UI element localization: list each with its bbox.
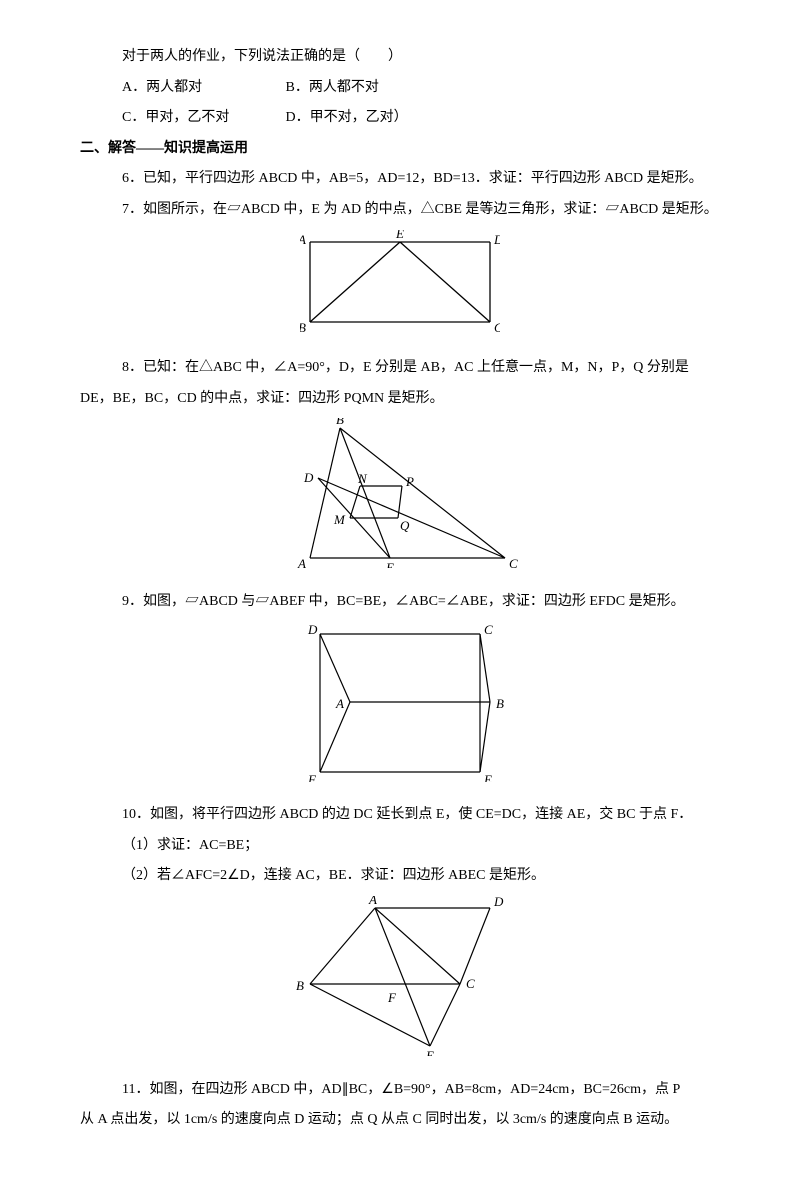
question-10-part2: （2）若∠AFC=2∠D，连接 AC，BE．求证：四边形 ABEC 是矩形。 (80, 863, 720, 890)
svg-text:D: D (307, 622, 318, 637)
svg-text:Q: Q (400, 518, 410, 533)
figure-8: B A C D E N P M Q (80, 418, 720, 579)
question-9: 9．如图，▱ABCD 与▱ABEF 中，BC=BE，∠ABC=∠ABE，求证：四… (80, 589, 720, 616)
question-11-line2: 从 A 点出发，以 1cm/s 的速度向点 D 运动；点 Q 从点 C 同时出发… (80, 1107, 720, 1134)
svg-text:E: E (385, 560, 394, 568)
figure-10: A D B C F E (80, 896, 720, 1067)
svg-text:F: F (307, 772, 317, 782)
svg-text:D: D (493, 896, 504, 909)
svg-text:E: E (395, 230, 404, 241)
svg-text:B: B (296, 978, 304, 993)
svg-text:E: E (483, 772, 492, 782)
svg-text:B: B (336, 418, 344, 427)
options-row-2: C．甲对，乙不对 D．甲不对，乙对） (80, 105, 720, 132)
svg-text:B: B (300, 320, 306, 335)
option-c: C．甲对，乙不对 (122, 105, 282, 132)
svg-text:D: D (303, 470, 314, 485)
svg-text:E: E (425, 1048, 434, 1056)
svg-text:C: C (509, 556, 518, 568)
svg-text:N: N (357, 471, 368, 486)
option-d: D．甲不对，乙对） (286, 105, 408, 132)
question-10: 10．如图，将平行四边形 ABCD 的边 DC 延长到点 E，使 CE=DC，连… (80, 802, 720, 829)
question-6: 6．已知，平行四边形 ABCD 中，AB=5，AD=12，BD=13．求证：平行… (80, 166, 720, 193)
options-row-1: A．两人都对 B．两人都不对 (80, 75, 720, 102)
question-10-part1: （1）求证：AC=BE； (80, 833, 720, 860)
svg-text:M: M (333, 512, 346, 527)
svg-text:A: A (335, 696, 344, 711)
question-8-line2: DE，BE，BC，CD 的中点，求证：四边形 PQMN 是矩形。 (80, 386, 720, 413)
svg-text:C: C (494, 320, 500, 335)
question-intro: 对于两人的作业，下列说法正确的是（ ） (80, 44, 720, 71)
svg-text:F: F (387, 990, 397, 1005)
question-8-line1: 8．已知：在△ABC 中，∠A=90°，D，E 分别是 AB，AC 上任意一点，… (80, 355, 720, 382)
question-11-line1: 11．如图，在四边形 ABCD 中，AD∥BC，∠B=90°，AB=8cm，AD… (80, 1077, 720, 1104)
svg-text:A: A (297, 556, 306, 568)
section-2-heading: 二、解答——知识提高运用 (80, 136, 720, 163)
svg-text:C: C (466, 976, 475, 991)
svg-text:A: A (300, 232, 306, 247)
svg-text:P: P (405, 474, 414, 489)
option-b: B．两人都不对 (286, 75, 379, 102)
svg-text:A: A (368, 896, 377, 907)
svg-text:C: C (484, 622, 493, 637)
figure-7: A E D B C (80, 230, 720, 346)
svg-text:B: B (496, 696, 504, 711)
option-a: A．两人都对 (122, 75, 282, 102)
question-7: 7．如图所示，在▱ABCD 中，E 为 AD 的中点，△CBE 是等边三角形，求… (80, 197, 720, 224)
figure-9: D C A B F E (80, 622, 720, 793)
svg-text:D: D (493, 232, 500, 247)
